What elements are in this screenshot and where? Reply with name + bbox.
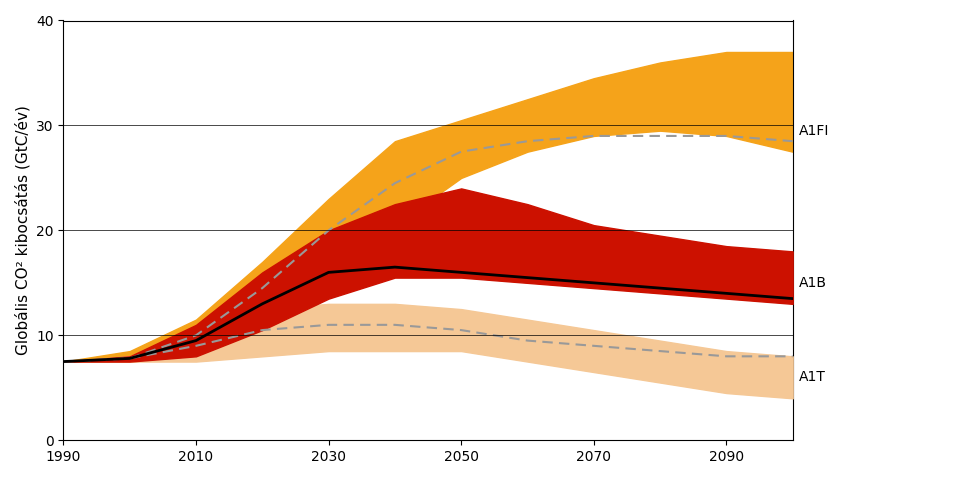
Text: A1FI: A1FI <box>800 124 829 137</box>
Y-axis label: Globális CO² kibocsátás (GtC/év): Globális CO² kibocsátás (GtC/év) <box>15 105 31 355</box>
Text: A1T: A1T <box>800 370 827 384</box>
Text: A1B: A1B <box>800 276 828 290</box>
